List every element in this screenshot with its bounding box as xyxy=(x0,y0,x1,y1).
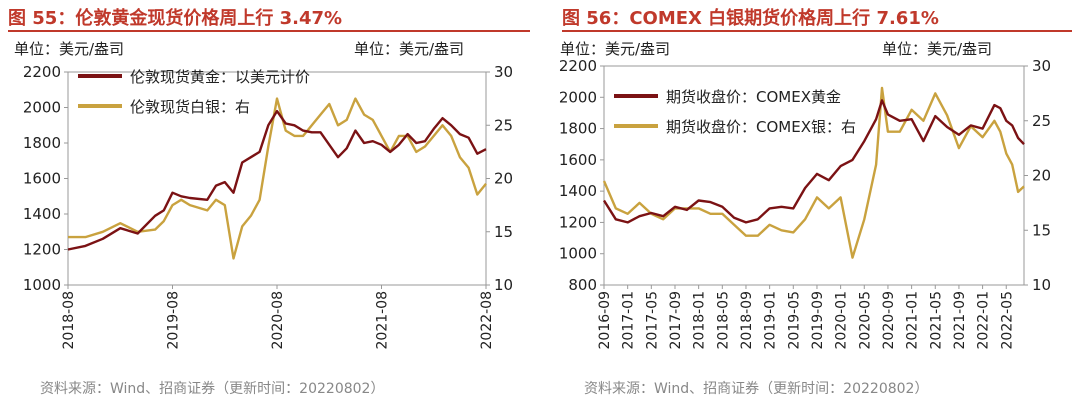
y-left-tick-label: 800 xyxy=(568,276,597,294)
right-axis-unit: 单位：美元/盎司 xyxy=(354,40,465,58)
y-left-tick-label: 2000 xyxy=(559,88,597,106)
x-tick-label: 2017-05 xyxy=(644,291,660,350)
x-tick-label: 2022-01 xyxy=(976,291,992,350)
y-left-tick-label: 2200 xyxy=(559,57,597,75)
x-tick-label: 2022-05 xyxy=(999,291,1015,350)
y-left-tick-label: 1400 xyxy=(559,182,597,200)
chart-title: 图 56：COMEX 白银期货价格周上行 7.61% xyxy=(562,8,939,29)
x-tick-label: 2018-09 xyxy=(739,291,755,350)
gold-series-line xyxy=(67,109,487,251)
y-right-tick-label: 30 xyxy=(494,63,513,81)
y-left-tick-label: 1800 xyxy=(559,120,597,138)
y-right-tick-label: 10 xyxy=(494,276,513,294)
y-left-tick-label: 1200 xyxy=(559,213,597,231)
x-tick-label: 2018-01 xyxy=(692,291,708,350)
y-left-tick-label: 1600 xyxy=(559,151,597,169)
y-right-tick-label: 20 xyxy=(1032,167,1051,185)
x-tick-label: 2021-01 xyxy=(905,291,921,350)
x-tick-label: 2020-09 xyxy=(881,291,897,350)
x-tick-label: 2019-05 xyxy=(786,291,802,350)
source-note: 资料来源：Wind、招商证券（更新时间：20220802） xyxy=(584,381,929,397)
x-tick-label: 2021-09 xyxy=(952,291,968,350)
chart-panel-left: 图 55：伦敦黄金现货价格周上行 3.47% 单位：美元/盎司 单位：美元/盎司… xyxy=(8,8,530,397)
silver-series-line xyxy=(68,97,487,260)
y-left-tick-label: 1600 xyxy=(23,170,61,188)
left-axis-unit: 单位：美元/盎司 xyxy=(14,40,125,58)
x-tick-label: 2017-09 xyxy=(668,291,684,350)
chart-svg: 800 1000 1200 1400 1600 1800 2000 2200 10 15 20 25 3… xyxy=(559,57,1051,350)
y-left-tick-label: 2000 xyxy=(23,99,61,117)
x-tick-label: 2017-01 xyxy=(621,291,637,350)
y-right-tick-label: 15 xyxy=(494,223,513,241)
chart-panel-right: 图 56：COMEX 白银期货价格周上行 7.61% 单位：美元/盎司 单位：美… xyxy=(540,0,1080,406)
chart-title: 图 55：伦敦黄金现货价格周上行 3.47% xyxy=(8,8,343,29)
y-left-tick-label: 1000 xyxy=(23,276,61,294)
x-tick-label: 2021-05 xyxy=(928,291,944,350)
y-left-tick-label: 1800 xyxy=(23,134,61,152)
x-tick-label: 2020-05 xyxy=(857,291,873,350)
x-tick-label: 2019-01 xyxy=(763,291,779,350)
x-tick-label: 2019-08 xyxy=(166,291,182,350)
gold-series-line xyxy=(602,99,1025,224)
legend-label: 伦敦现货黄金：以美元计价 xyxy=(130,68,310,86)
title-divider xyxy=(562,30,1072,32)
y-right-tick-label: 25 xyxy=(494,116,513,134)
y-left-tick-label: 1400 xyxy=(23,205,61,223)
x-tick-label: 2018-08 xyxy=(61,291,77,350)
source-note: 资料来源：Wind、招商证券（更新时间：20220802） xyxy=(40,381,385,397)
y-left-tick-label: 1200 xyxy=(23,241,61,259)
x-tick-label: 2016-09 xyxy=(597,291,613,350)
y-right-tick-label: 30 xyxy=(1032,57,1051,75)
x-tick-label: 2022-08 xyxy=(479,291,495,350)
x-tick-label: 2019-09 xyxy=(810,291,826,350)
chart-svg: 1000 1200 1400 1600 1800 2000 2200 10 15 20 25 30 20… xyxy=(23,63,513,350)
y-left-tick-label: 2200 xyxy=(23,63,61,81)
silver-series-line xyxy=(602,86,1025,259)
legend-label: 伦敦现货白银：右 xyxy=(130,98,250,116)
legend-label: 期货收盘价：COMEX银：右 xyxy=(666,118,856,136)
right-axis-unit: 单位：美元/盎司 xyxy=(882,40,993,58)
x-tick-label: 2020-01 xyxy=(834,291,850,350)
legend-label: 期货收盘价：COMEX黄金 xyxy=(666,88,841,106)
x-tick-label: 2021-08 xyxy=(375,291,391,350)
x-tick-label: 2020-08 xyxy=(270,291,286,350)
x-tick-label: 2018-05 xyxy=(715,291,731,350)
title-divider xyxy=(8,30,530,32)
y-right-tick-label: 10 xyxy=(1032,276,1051,294)
y-right-tick-label: 15 xyxy=(1032,221,1051,239)
y-right-tick-label: 20 xyxy=(494,170,513,188)
y-right-tick-label: 25 xyxy=(1032,112,1051,130)
y-left-tick-label: 1000 xyxy=(559,245,597,263)
left-axis-unit: 单位：美元/盎司 xyxy=(560,40,671,58)
